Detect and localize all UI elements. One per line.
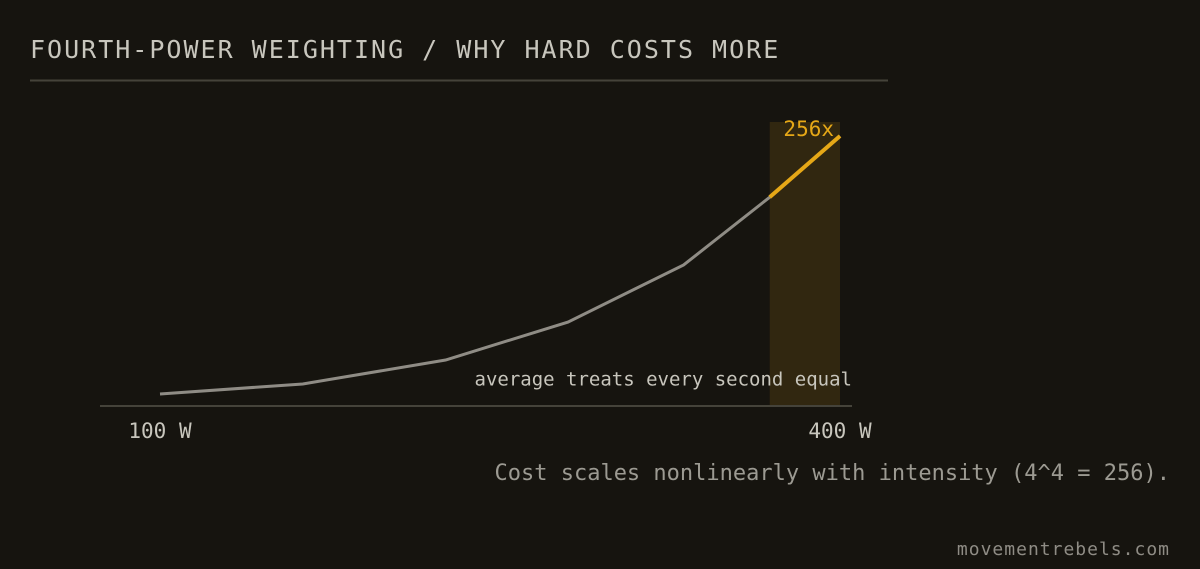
line [159,134,841,396]
footer: movementrebels.com [957,539,1170,560]
x-tick-label: 100 W [128,419,192,443]
caption: Cost scales nonlinearly with intensity (… [494,461,1170,486]
value-label: 256x [783,117,834,141]
highlight-band [769,122,840,406]
highlight-line [768,134,842,199]
annotation: average treats every second equal [475,369,853,391]
x-tick-label: 400 W [808,419,872,443]
chart-title: FOURTH-POWER WEIGHTING / WHY HARD COSTS … [30,35,780,64]
